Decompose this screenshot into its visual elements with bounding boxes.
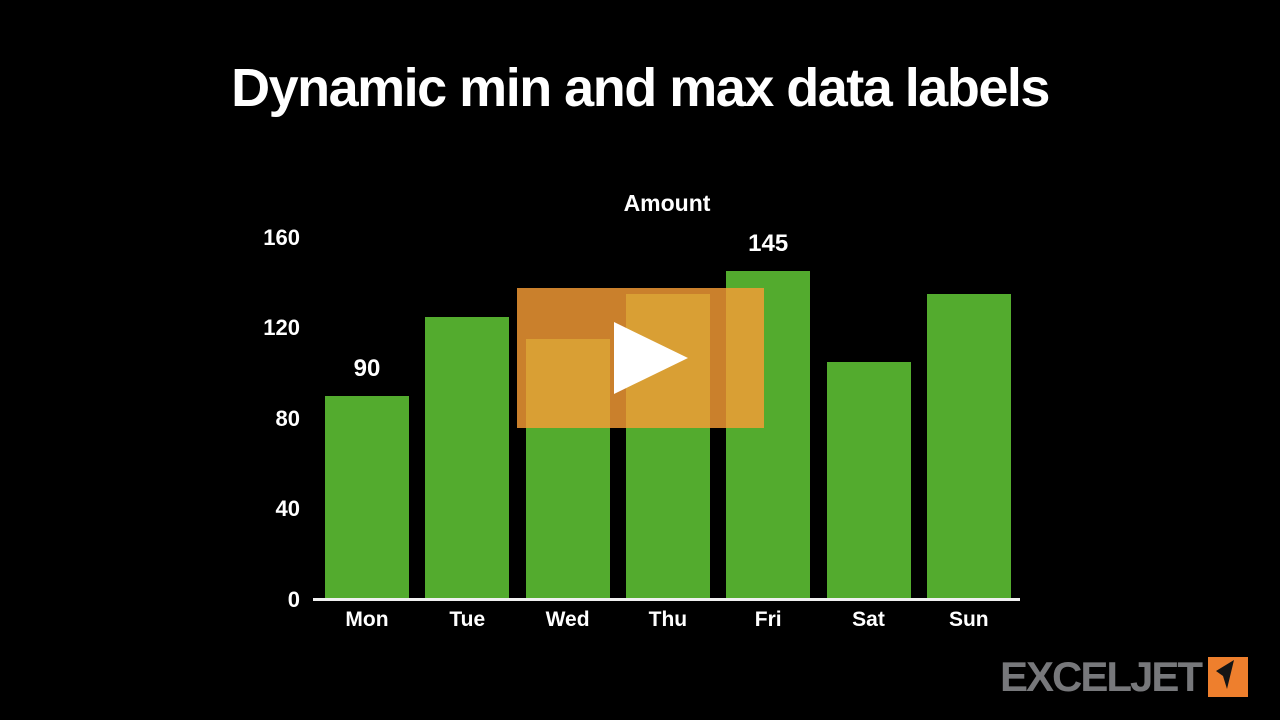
x-axis-tick-label: Fri <box>754 608 782 631</box>
x-axis-tick-label: Wed <box>545 608 590 631</box>
y-axis-tick-label: 160 <box>263 224 300 250</box>
x-axis-tick-label: Mon <box>345 608 389 631</box>
bar-mon <box>325 396 409 600</box>
x-axis-tick-label: Tue <box>449 608 486 631</box>
video-play-overlay[interactable] <box>517 288 764 428</box>
chart-title: Amount <box>623 190 711 216</box>
bar-sat <box>826 362 911 600</box>
y-axis-tick-label: 0 <box>287 587 300 612</box>
y-axis-tick-label: 40 <box>275 496 300 522</box>
x-axis-tick-label: Thu <box>648 608 688 631</box>
logo-text: EXCELJET <box>1000 653 1203 700</box>
bar-sun <box>926 294 1011 600</box>
x-axis-tick-label: Sun <box>948 608 989 631</box>
min-data-label: 90 <box>353 355 381 383</box>
play-icon <box>614 322 688 394</box>
exceljet-logo: EXCELJET <box>1000 652 1249 702</box>
y-axis-tick-label: 80 <box>275 405 300 431</box>
x-axis-line <box>313 598 1020 601</box>
max-data-label: 145 <box>748 230 789 258</box>
page-title: Dynamic min and max data labels <box>231 58 1050 118</box>
paper-plane-dart-icon <box>1208 657 1249 697</box>
bar-tue <box>425 316 510 600</box>
y-axis-tick-label: 120 <box>263 315 300 341</box>
x-axis-tick-label: Sat <box>852 608 885 631</box>
